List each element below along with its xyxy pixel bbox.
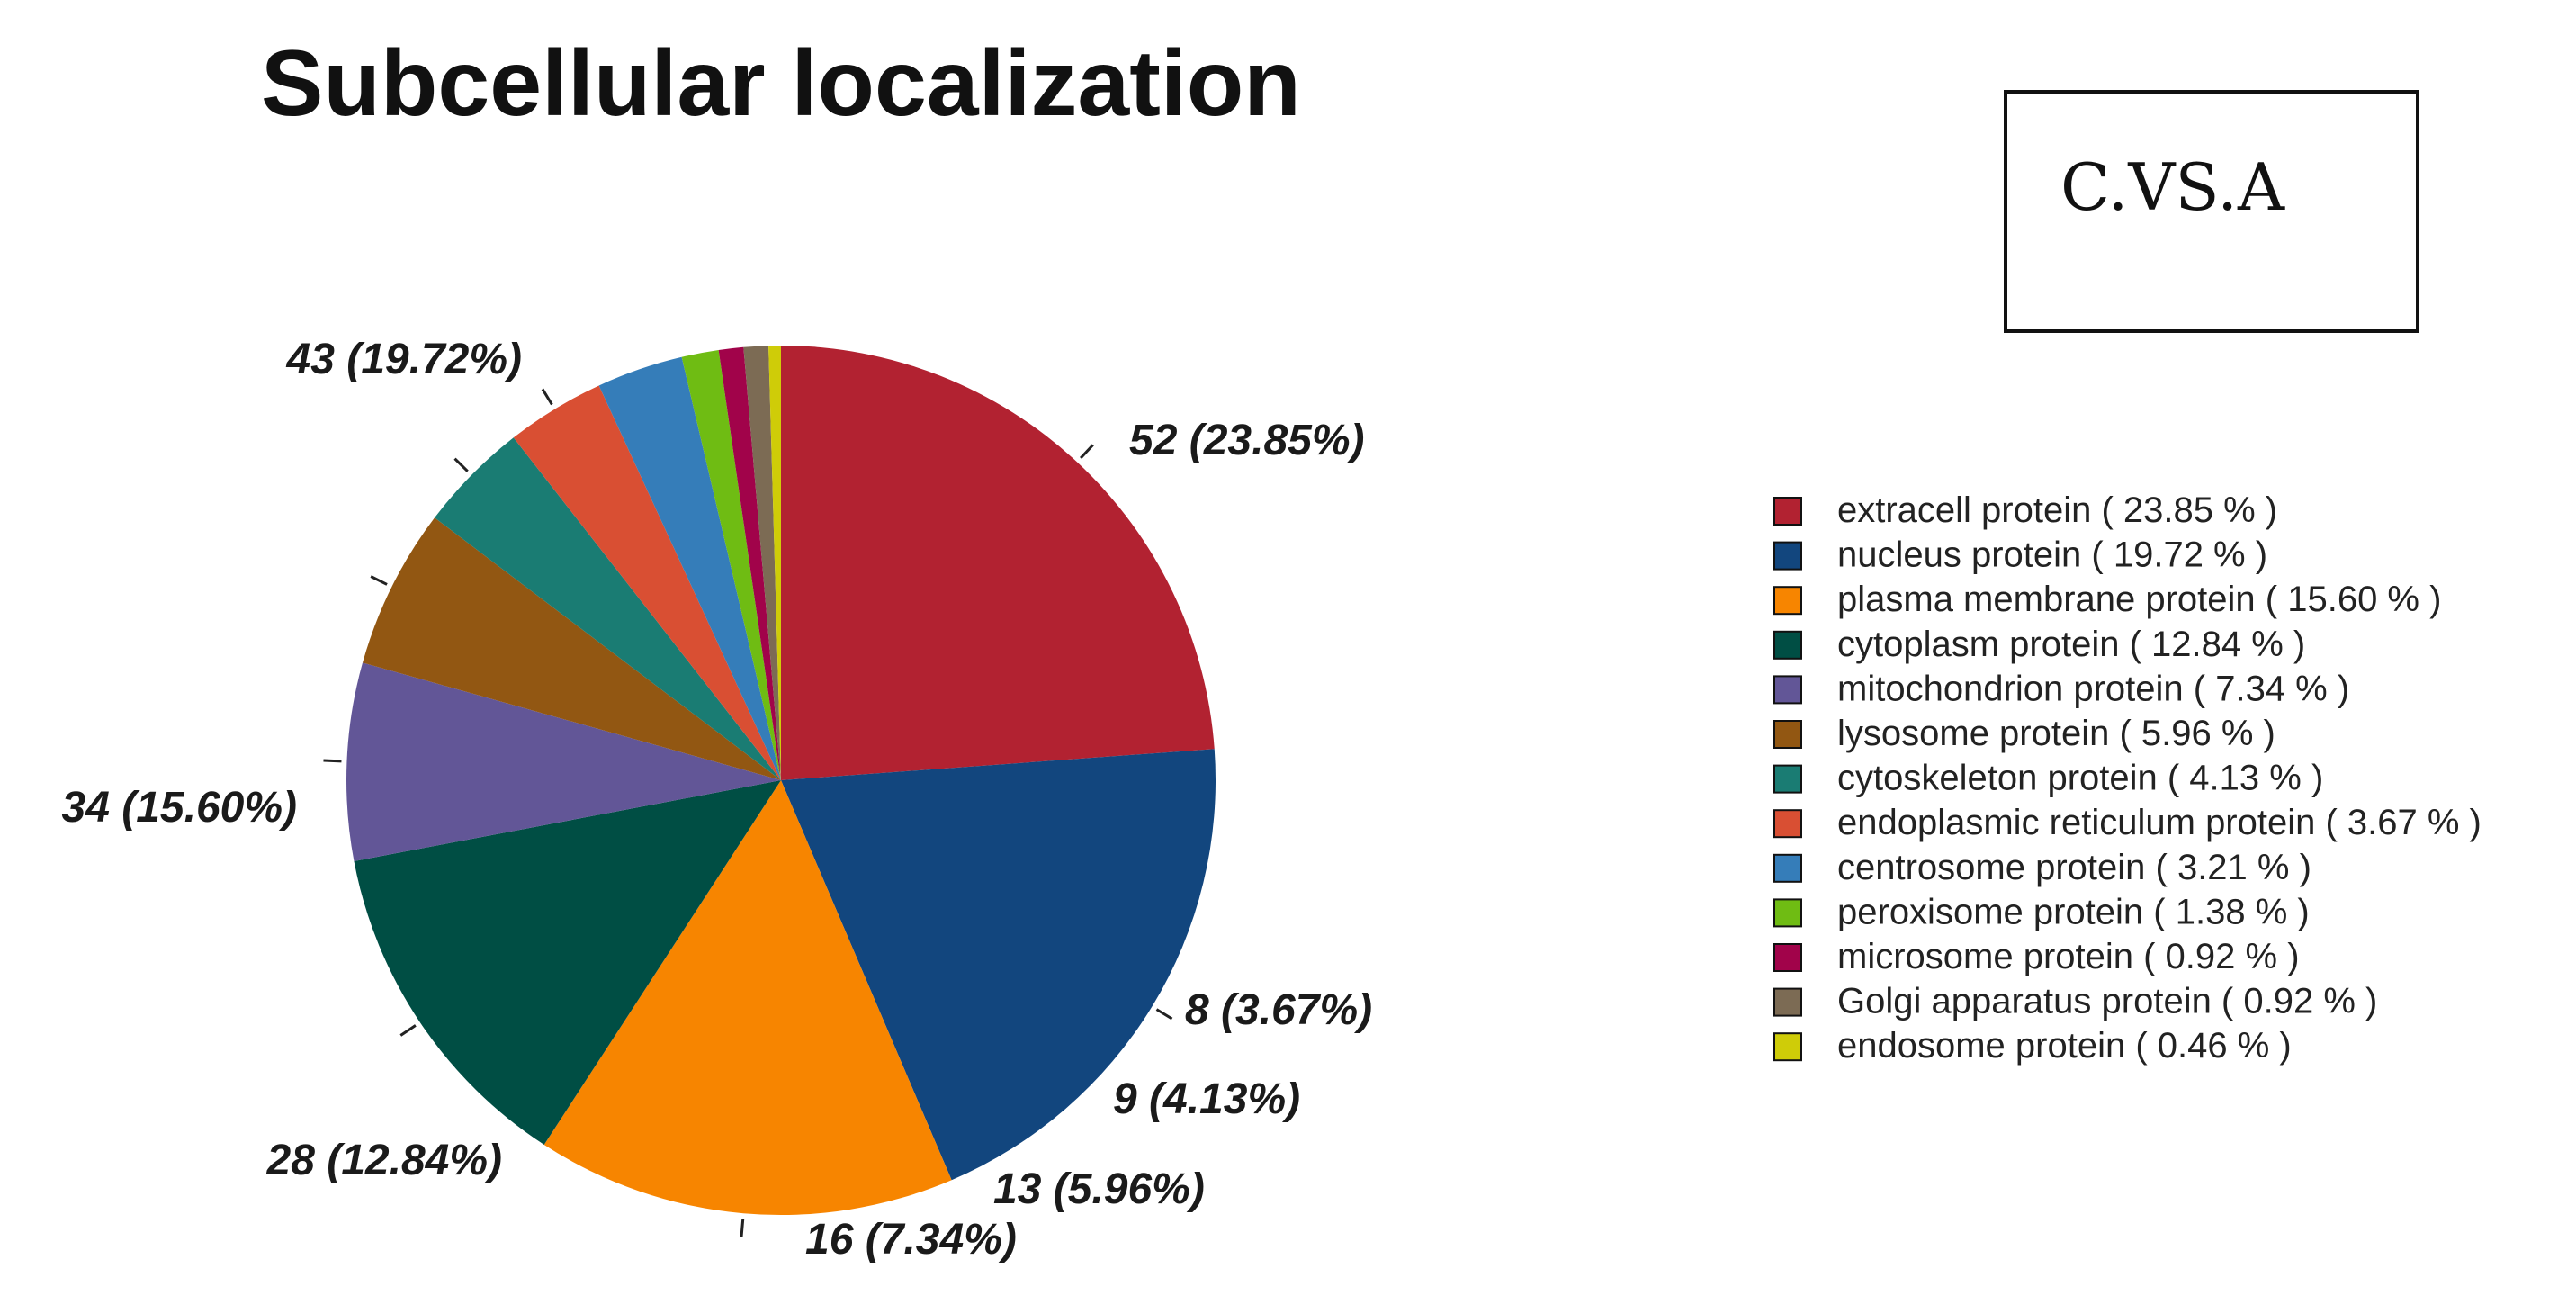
pie-slice-peroxisome-protein (681, 350, 781, 780)
legend-swatch (1773, 497, 1802, 526)
pie-slice-lysosome-protein (362, 517, 781, 780)
data-label: 28 (12.84%) (266, 1137, 503, 1184)
data-label: 43 (19.72%) (286, 336, 523, 383)
legend-label: nucleus protein ( 19.72 % ) (1837, 535, 2267, 575)
pie-slice-extracell-protein (781, 346, 1215, 780)
data-label: 9 (4.13%) (1113, 1075, 1300, 1123)
legend-swatch (1773, 764, 1802, 794)
legend-label: cytoskeleton protein ( 4.13 % ) (1837, 759, 2323, 798)
leader-line (1155, 1008, 1173, 1021)
leader-line (399, 1024, 417, 1037)
data-labels: 52 (23.85%) 43 (19.72%) 34 (15.60%) 28 (12.… (62, 336, 1373, 1264)
leader-line (541, 388, 553, 406)
data-label: 13 (5.96%) (993, 1165, 1205, 1213)
legend-swatch (1773, 1032, 1802, 1062)
leader-line (323, 759, 342, 763)
pie-slice-centrosome-protein (598, 356, 781, 780)
legend-label: centrosome protein ( 3.21 % ) (1837, 848, 2311, 887)
leader-lines (323, 388, 1173, 1237)
leader-line (740, 1219, 745, 1237)
legend-label: cytoplasm protein ( 12.84 % ) (1837, 625, 2305, 664)
legend-swatch (1773, 675, 1802, 705)
legend-swatch (1773, 987, 1802, 1017)
pie-slice-nucleus-protein (781, 749, 1216, 1181)
pie-slice-golgi-apparatus-protein (743, 346, 781, 780)
legend-swatch (1773, 630, 1802, 660)
chart-title: Subcellular localization (261, 31, 1301, 136)
legend-label: endosome protein ( 0.46 % ) (1837, 1026, 2292, 1066)
tag-box (2004, 90, 2419, 333)
data-label: 52 (23.85%) (1129, 417, 1365, 464)
leader-line (370, 575, 388, 586)
pie-slice-plasma-membrane-protein (543, 780, 952, 1216)
pie-slice-mitochondrion-protein (346, 662, 781, 861)
legend-swatch (1773, 586, 1802, 616)
legend-swatch (1773, 541, 1802, 571)
legend-swatch (1773, 720, 1802, 749)
legend-label: lysosome protein ( 5.96 % ) (1837, 714, 2275, 753)
legend-label: plasma membrane protein ( 15.60 % ) (1837, 580, 2441, 619)
legend-label: microsome protein ( 0.92 % ) (1837, 937, 2300, 976)
pie-slices (346, 346, 1216, 1216)
legend-swatch (1773, 809, 1802, 839)
data-label: 8 (3.67%) (1185, 986, 1372, 1034)
leader-line (1080, 444, 1094, 460)
pie-slice-endoplasmic-reticulum-protein (513, 385, 781, 780)
legend: extracell protein ( 23.85 % ) nucleus pro… (1773, 490, 2482, 1066)
legend-label: mitochondrion protein ( 7.34 % ) (1837, 669, 2349, 708)
pie-slice-endosome-protein (768, 346, 781, 780)
pie-slice-cytoplasm-protein (354, 780, 781, 1145)
pie-slice-microsome-protein (718, 346, 781, 780)
legend-swatch (1773, 853, 1802, 883)
legend-label: peroxisome protein ( 1.38 % ) (1837, 892, 2310, 931)
legend-label: endoplasmic reticulum protein ( 3.67 % ) (1837, 803, 2482, 842)
data-label: 16 (7.34%) (805, 1216, 1017, 1264)
legend-label: Golgi apparatus protein ( 0.92 % ) (1837, 982, 2377, 1021)
data-label: 34 (15.60%) (62, 784, 298, 832)
tag-label: C.VS.A (2060, 149, 2285, 225)
legend-label: extracell protein ( 23.85 % ) (1837, 490, 2277, 530)
legend-swatch (1773, 943, 1802, 972)
legend-swatch (1773, 898, 1802, 928)
leader-line (453, 457, 469, 472)
pie-slice-cytoskeleton-protein (435, 437, 781, 780)
